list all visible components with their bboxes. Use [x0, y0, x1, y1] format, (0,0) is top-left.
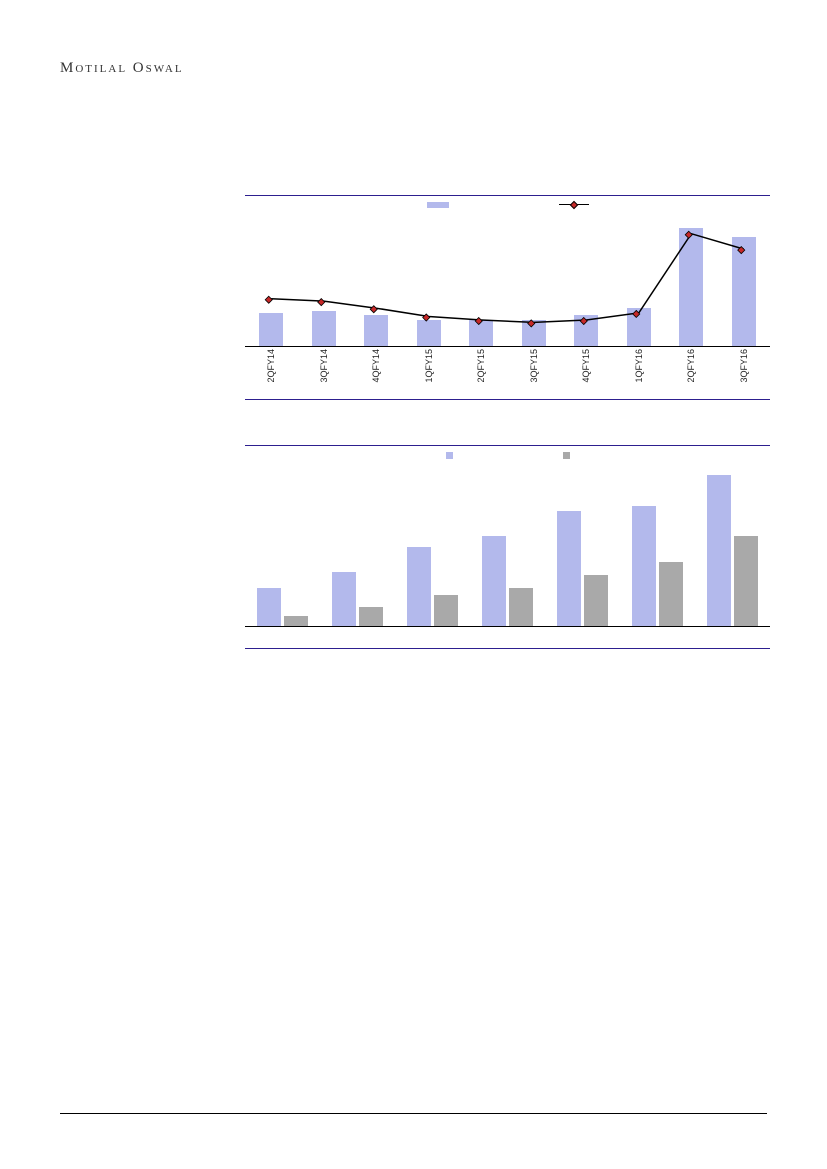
chart-2-bar-b	[734, 536, 758, 626]
chart-1-xlabel: 1QFY16	[634, 349, 644, 383]
chart-2-xaxis	[245, 626, 770, 634]
chart-2-bar-b	[584, 575, 608, 626]
chart-2-bar-group	[245, 466, 320, 626]
chart-1-xlabel: 2QFY15	[476, 349, 486, 383]
chart-1-xlabel-slot: 2QFY14	[245, 347, 298, 397]
chart-2-bar-a	[407, 547, 431, 626]
chart-1-xaxis: 2QFY14 3QFY14 4QFY14 1QFY15 2QFY15 3QFY15 4QFY…	[245, 346, 770, 397]
legend-square-b-icon	[563, 452, 570, 459]
chart-2-bottom-rule	[245, 648, 770, 649]
charts-container: 2QFY14 3QFY14 4QFY14 1QFY15 2QFY15 3QFY15 4QFY…	[245, 195, 770, 694]
chart-2-legend-b	[563, 452, 570, 459]
chart-1-plot	[245, 216, 770, 346]
chart-2-bars	[245, 466, 770, 626]
chart-2-bar-a	[482, 536, 506, 626]
chart-2-bar-b	[434, 595, 458, 626]
chart-2-legend	[245, 446, 770, 466]
chart-2-plot	[245, 466, 770, 626]
chart-1-legend	[245, 196, 770, 216]
chart-1-bottom-rule	[245, 399, 770, 400]
chart-2-bar-a	[557, 511, 581, 626]
chart-2-bar-b	[359, 607, 383, 626]
chart-2-bar-group	[545, 466, 620, 626]
chart-1-xlabel-slot: 2QFY16	[665, 347, 718, 397]
chart-1-xlabel: 3QFY14	[319, 349, 329, 383]
chart-1-xlabel-slot: 4QFY15	[560, 347, 613, 397]
chart-1-xlabel-slot: 4QFY14	[350, 347, 403, 397]
brand-logo: Motilal Oswal	[60, 60, 767, 77]
chart-1-xlabel: 2QFY14	[266, 349, 276, 383]
chart-1-xlabel: 2QFY16	[686, 349, 696, 383]
chart-2-bar-group	[395, 466, 470, 626]
footer-rule	[60, 1113, 767, 1114]
chart-1-xlabel: 3QFY16	[739, 349, 749, 383]
chart-1-xlabel-slot: 1QFY16	[613, 347, 666, 397]
chart-2-bar-group	[620, 466, 695, 626]
chart-2-bar-a	[707, 475, 731, 626]
chart-1-xlabel: 1QFY15	[424, 349, 434, 383]
legend-bar-swatch-icon	[427, 202, 449, 208]
chart-2-bar-group	[470, 466, 545, 626]
chart-1-xlabel: 3QFY15	[529, 349, 539, 383]
chart-1-xlabel-slot: 3QFY14	[298, 347, 351, 397]
chart-2-bar-b	[284, 616, 308, 626]
chart-2-bar-b	[659, 562, 683, 626]
chart-1-xlabel: 4QFY15	[581, 349, 591, 383]
chart-2-legend-a	[446, 452, 453, 459]
chart-1-legend-bar	[427, 202, 449, 208]
chart-1-xlabel-slot: 3QFY16	[718, 347, 771, 397]
chart-1-xlabel-slot: 2QFY15	[455, 347, 508, 397]
chart-2-bar-a	[632, 506, 656, 626]
chart-2-bar-group	[320, 466, 395, 626]
chart-1-legend-line	[559, 201, 589, 209]
chart-1: 2QFY14 3QFY14 4QFY14 1QFY15 2QFY15 3QFY15 4QFY…	[245, 195, 770, 400]
chart-2	[245, 445, 770, 649]
chart-1-xlabel-slot: 1QFY15	[403, 347, 456, 397]
chart-2-bar-a	[257, 588, 281, 626]
chart-1-xlabel: 4QFY14	[371, 349, 381, 383]
chart-2-bar-group	[695, 466, 770, 626]
chart-1-line-overlay	[245, 216, 770, 346]
legend-line-swatch-icon	[559, 201, 589, 209]
legend-square-a-icon	[446, 452, 453, 459]
chart-1-xlabel-slot: 3QFY15	[508, 347, 561, 397]
chart-2-bar-a	[332, 572, 356, 626]
chart-2-bar-b	[509, 588, 533, 626]
